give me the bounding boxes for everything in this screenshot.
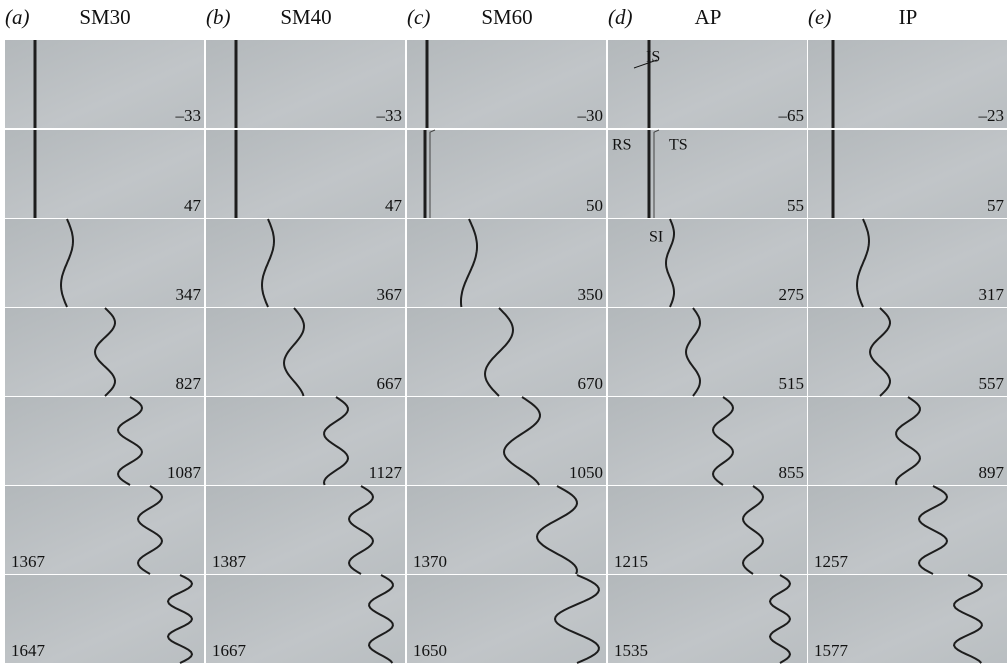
image-frame [608,130,807,218]
panel-label: (c) [407,5,430,29]
frame-time: 855 [779,463,805,482]
frame-time: 367 [377,285,403,304]
frame-time: 1370 [413,552,447,571]
frame-time: –30 [577,106,604,125]
frame-time: 1215 [614,552,648,571]
image-frame [407,219,606,307]
frame-time: 1127 [369,463,403,482]
frame-time: 350 [578,285,604,304]
panel-label: (b) [206,5,231,29]
panel-label: (e) [808,5,831,29]
frame-time: –23 [978,106,1005,125]
figure: (a) SM30 –33 47 347 827 1087 1367 1647 (b) SM40 –33… [0,0,1008,666]
frame-time: –33 [175,106,202,125]
panel-title: IP [899,5,918,29]
frame-time: 55 [787,196,804,215]
frame-time: 50 [586,196,603,215]
image-frame [5,308,204,396]
panel-label: (a) [5,5,30,29]
frame-time: 57 [987,196,1005,215]
frame-time: 47 [385,196,403,215]
image-frame [608,308,807,396]
annotation: TS [669,137,688,154]
frame-time: 317 [979,285,1005,304]
image-frame [608,219,807,307]
frame-time: 47 [184,196,202,215]
frame-time: 1667 [212,641,247,660]
frame-time: 1087 [167,463,202,482]
frame-time: 1650 [413,641,447,660]
image-frame [808,219,1007,307]
image-frame [608,397,807,485]
frame-time: 1387 [212,552,247,571]
image-frame [808,130,1007,218]
panel-title: SM40 [280,5,331,29]
image-frame [407,40,606,128]
frame-time: –33 [376,106,403,125]
image-frame [808,40,1007,128]
image-frame [206,308,405,396]
frame-time: 1050 [569,463,603,482]
panel-title: SM60 [481,5,532,29]
image-frame [608,40,807,128]
panel-title: SM30 [79,5,130,29]
frame-time: 347 [176,285,202,304]
frame-time: 897 [979,463,1005,482]
image-frame [5,219,204,307]
annotation: RS [612,137,632,154]
image-frame [407,308,606,396]
frame-time: 1257 [814,552,849,571]
frame-time: 1535 [614,641,648,660]
frame-time: 667 [377,374,403,393]
frame-time: 827 [176,374,202,393]
frame-time: 670 [578,374,604,393]
image-frame [808,308,1007,396]
frame-time: 557 [979,374,1005,393]
panel-label: (d) [608,5,633,29]
image-frame [407,130,606,218]
annotation: SI [649,229,663,246]
frame-time: 275 [779,285,805,304]
frame-time: 515 [779,374,805,393]
frame-time: 1367 [11,552,46,571]
panel-title: AP [695,5,722,29]
frame-time: 1647 [11,641,46,660]
image-frame [206,219,405,307]
frame-time: 1577 [814,641,849,660]
frame-time: –65 [778,106,805,125]
